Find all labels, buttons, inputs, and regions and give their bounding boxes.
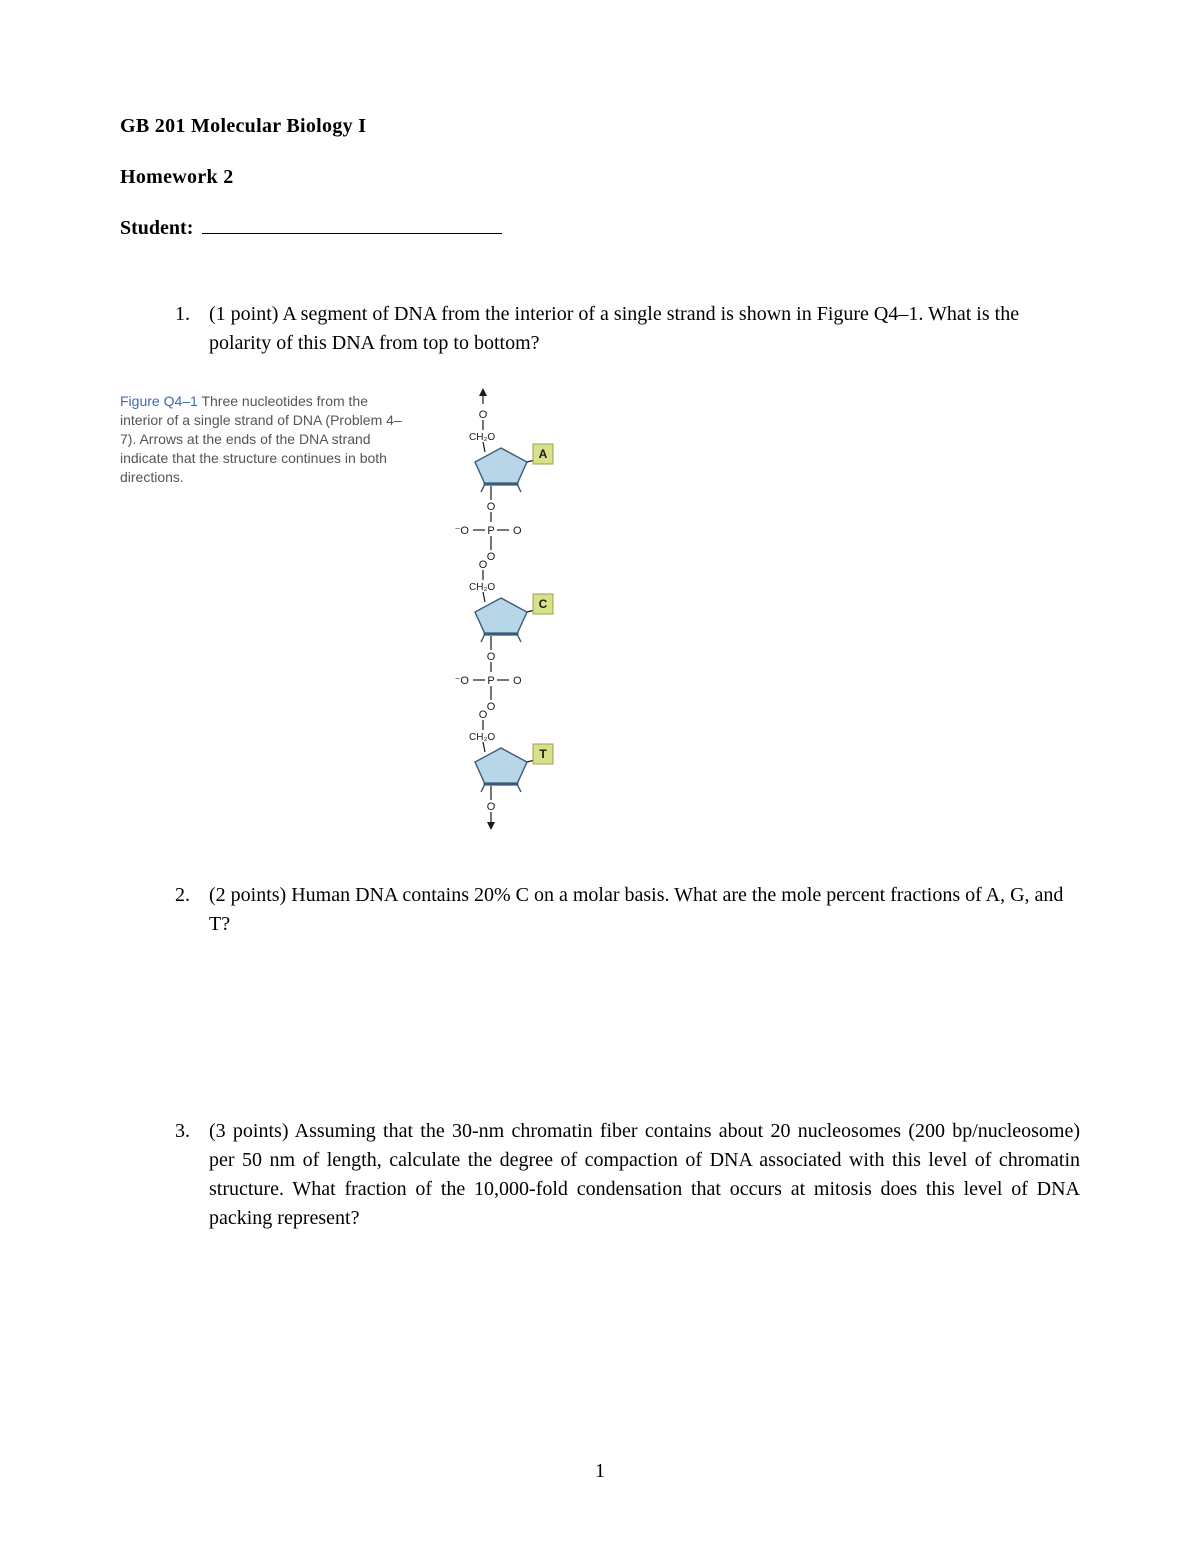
page-number: 1 <box>0 1460 1200 1483</box>
figure-q4-1: Figure Q4–1 Three nucleotides from the i… <box>120 386 1080 841</box>
question-1: 1. (1 point) A segment of DNA from the i… <box>175 300 1080 358</box>
svg-text:P: P <box>487 525 494 537</box>
svg-text:O: O <box>513 675 522 687</box>
svg-text:⁻O: ⁻O <box>455 675 470 687</box>
assignment-title: Homework 2 <box>120 166 1080 189</box>
student-line: Student: <box>120 217 1080 240</box>
svg-text:O: O <box>513 525 522 537</box>
question-text: (1 point) A segment of DNA from the inte… <box>209 300 1080 358</box>
svg-text:P: P <box>487 675 494 687</box>
svg-text:⁻O: ⁻O <box>455 525 470 537</box>
question-list: 1. (1 point) A segment of DNA from the i… <box>175 300 1080 1233</box>
svg-text:O: O <box>487 551 496 563</box>
svg-text:CH₂O: CH₂O <box>469 582 495 593</box>
question-number: 1. <box>175 300 209 358</box>
svg-text:O: O <box>487 651 496 663</box>
svg-text:O: O <box>487 501 496 513</box>
svg-text:O: O <box>479 409 488 421</box>
svg-text:CH₂O: CH₂O <box>469 732 495 743</box>
figure-caption: Figure Q4–1 Three nucleotides from the i… <box>120 386 410 841</box>
question-number: 2. <box>175 881 209 939</box>
question-3: 3. (3 points) Assuming that the 30-nm ch… <box>175 1117 1080 1233</box>
question-2: 2. (2 points) Human DNA contains 20% C o… <box>175 881 1080 939</box>
figure-caption-lead: Figure Q4–1 <box>120 393 198 409</box>
svg-text:T: T <box>539 747 547 761</box>
dna-strand-svg: OCH₂OAOP⁻OOOOCH₂OCOP⁻OOOOCH₂OTO <box>428 386 578 836</box>
svg-text:O: O <box>487 801 496 813</box>
question-text: (2 points) Human DNA contains 20% C on a… <box>209 881 1080 939</box>
course-title: GB 201 Molecular Biology I <box>120 115 1080 138</box>
svg-text:O: O <box>487 701 496 713</box>
student-blank[interactable] <box>202 217 502 234</box>
question-text: (3 points) Assuming that the 30-nm chrom… <box>209 1117 1080 1233</box>
question-number: 3. <box>175 1117 209 1233</box>
svg-text:O: O <box>479 709 488 721</box>
figure-diagram: OCH₂OAOP⁻OOOOCH₂OCOP⁻OOOOCH₂OTO <box>428 386 578 841</box>
svg-text:CH₂O: CH₂O <box>469 432 495 443</box>
answer-space <box>175 967 1080 1117</box>
student-label: Student: <box>120 217 193 239</box>
document-page: GB 201 Molecular Biology I Homework 2 St… <box>0 0 1200 1553</box>
svg-text:A: A <box>539 447 548 461</box>
svg-text:C: C <box>539 597 548 611</box>
svg-text:O: O <box>479 559 488 571</box>
